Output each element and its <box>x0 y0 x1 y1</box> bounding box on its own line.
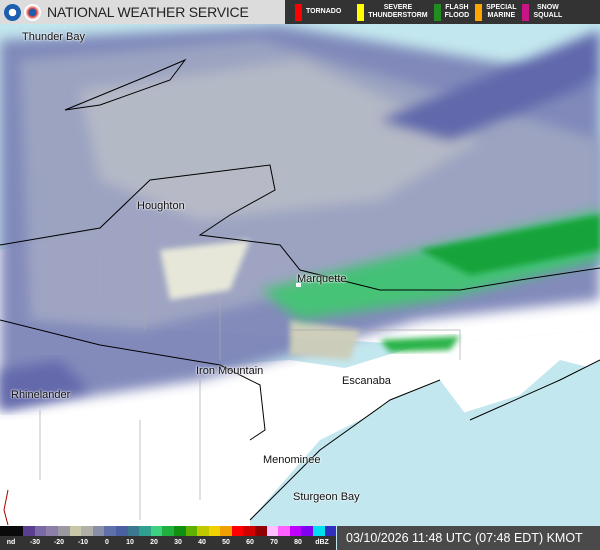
city-houghton: Houghton <box>137 200 185 212</box>
legend-tick: dBZ <box>315 539 329 546</box>
legend-swatch <box>92 526 105 536</box>
legend-swatch <box>324 526 337 536</box>
city-menominee: Menominee <box>263 454 321 466</box>
warning-special-marine: SPECIAL MARINE <box>475 3 517 21</box>
legend-swatch <box>115 526 128 536</box>
legend-swatch <box>57 526 70 536</box>
city-escanaba: Escanaba <box>342 375 391 387</box>
lake-michigan-shoreline <box>249 359 600 521</box>
legend-swatch <box>231 526 244 536</box>
legend-swatch <box>139 526 151 536</box>
warning-label: SPECIAL MARINE <box>486 4 517 19</box>
legend-tick: -30 <box>29 539 41 546</box>
legend-swatch <box>185 526 198 536</box>
legend-swatch <box>81 526 93 536</box>
legend-swatch <box>11 526 24 536</box>
nws-header: NATIONAL WEATHER SERVICE <box>0 0 285 24</box>
legend-swatch <box>266 526 279 536</box>
lake-michigan <box>250 360 600 550</box>
city-marquette: Marquette <box>297 273 347 285</box>
state-border <box>0 319 266 441</box>
legend-tick: 40 <box>198 539 206 546</box>
city-sturgeon-bay: Sturgeon Bay <box>293 491 360 503</box>
tornado-swatch <box>295 3 302 21</box>
reflectivity-legend: nd -30 -20 -10 0 10 20 30 40 50 60 70 80 dBZ <box>0 526 337 550</box>
legend-swatch <box>255 526 267 536</box>
warning-flash-flood: FLASH FLOOD <box>433 3 470 21</box>
legend-swatch <box>173 526 186 536</box>
noaa-logo-icon <box>4 3 21 21</box>
lake-superior-shoreline <box>0 164 600 291</box>
color-scale <box>0 526 337 536</box>
warning-label: SEVERE THUNDERSTORM <box>368 4 428 19</box>
legend-swatch <box>313 526 325 536</box>
snow-squall-swatch <box>522 3 530 21</box>
legend-swatch <box>104 526 116 536</box>
legend-swatch <box>150 526 163 536</box>
legend-swatch <box>69 526 82 536</box>
special-marine-swatch <box>475 3 483 21</box>
legend-tick: 50 <box>222 539 230 546</box>
legend-tick: 80 <box>294 539 302 546</box>
legend-swatch <box>0 526 12 536</box>
legend-swatch <box>34 526 47 536</box>
warning-tornado: TORNADO <box>295 3 351 21</box>
header-title: NATIONAL WEATHER SERVICE <box>47 4 249 20</box>
city-rhinelander: Rhinelander <box>11 389 71 401</box>
warning-label: FLASH FLOOD <box>444 4 470 19</box>
legend-swatch <box>162 526 174 536</box>
legend-swatch <box>208 526 221 536</box>
river <box>3 489 9 526</box>
severe-thunderstorm-swatch <box>357 3 365 21</box>
radar-site-marker <box>296 283 301 287</box>
warning-label: SNOW SQUALL <box>533 4 563 19</box>
legend-swatch <box>301 526 314 536</box>
legend-tick: 20 <box>150 539 158 546</box>
legend-swatch <box>23 526 35 536</box>
legend-swatch <box>127 526 140 536</box>
legend-tick: 0 <box>105 539 109 546</box>
warning-snow-squall: SNOW SQUALL <box>522 3 563 21</box>
legend-tick: 30 <box>174 539 182 546</box>
warning-severe-thunderstorm: SEVERE THUNDERSTORM <box>357 3 428 21</box>
city-thunder-bay: Thunder Bay <box>22 31 85 43</box>
legend-tick: nd <box>6 539 16 546</box>
isle-royale <box>64 58 187 111</box>
legend-tick: -10 <box>77 539 89 546</box>
nws-logo-icon <box>24 3 41 21</box>
legend-swatch <box>243 526 256 536</box>
warning-legend: TORNADO SEVERE THUNDERSTORM FLASH FLOOD … <box>285 0 600 24</box>
flash-flood-swatch <box>433 3 441 21</box>
legend-tick: 60 <box>246 539 254 546</box>
city-iron-mountain: Iron Mountain <box>196 365 264 377</box>
legend-swatch <box>197 526 209 536</box>
legend-tick: 70 <box>270 539 278 546</box>
legend-swatch <box>220 526 232 536</box>
radar-echoes <box>0 25 600 410</box>
warning-label: TORNADO <box>306 8 342 15</box>
legend-tick: -20 <box>53 539 65 546</box>
legend-tick: 10 <box>126 539 134 546</box>
county-lines <box>39 220 461 520</box>
legend-swatch <box>46 526 58 536</box>
timestamp: 03/10/2026 11:48 UTC (07:48 EDT) KMOT <box>337 526 600 550</box>
legend-swatch <box>289 526 302 536</box>
legend-ticks: nd -30 -20 -10 0 10 20 30 40 50 60 70 80 dBZ <box>0 536 336 550</box>
legend-swatch <box>278 526 290 536</box>
